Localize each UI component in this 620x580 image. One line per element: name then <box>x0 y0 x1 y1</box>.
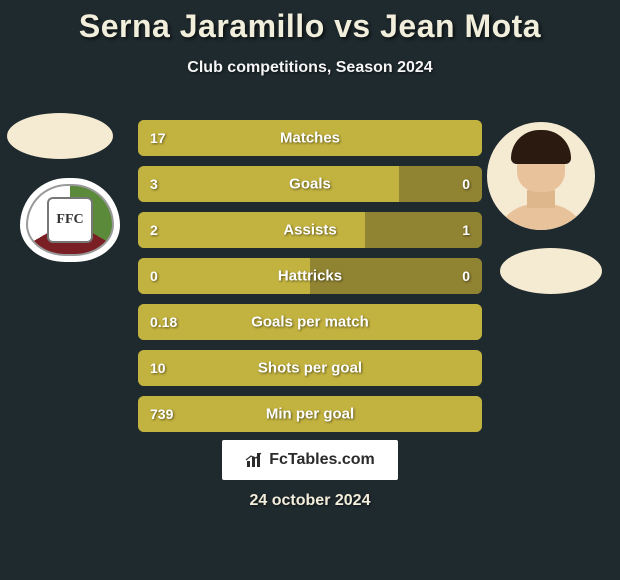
stat-label: Assists <box>283 222 336 239</box>
stat-value-left: 3 <box>150 176 158 192</box>
stat-value-left: 0.18 <box>150 314 177 330</box>
stat-value-left: 17 <box>150 130 166 146</box>
source-logo: FcTables.com <box>222 440 398 480</box>
stat-row: 0.18 Goals per match <box>138 304 482 340</box>
stat-row: 3 0 Goals <box>138 166 482 202</box>
stat-value-right: 1 <box>462 222 470 238</box>
subtitle: Club competitions, Season 2024 <box>0 59 620 77</box>
stat-bar-left <box>138 166 399 202</box>
stat-row: 0 0 Hattricks <box>138 258 482 294</box>
stat-value-left: 739 <box>150 406 173 422</box>
stat-row: 2 1 Assists <box>138 212 482 248</box>
stat-value-left: 10 <box>150 360 166 376</box>
stat-label: Min per goal <box>266 406 354 423</box>
stat-label: Goals <box>289 176 331 193</box>
stat-label: Matches <box>280 130 340 147</box>
stat-value-left: 0 <box>150 268 158 284</box>
stat-row: 739 Min per goal <box>138 396 482 432</box>
page-title: Serna Jaramillo vs Jean Mota <box>0 0 620 45</box>
stat-bars: 17 Matches 3 0 Goals 2 1 Assists 0 0 Hattricks 0.18… <box>0 120 620 442</box>
stat-label: Goals per match <box>251 314 369 331</box>
stat-row: 17 Matches <box>138 120 482 156</box>
stat-label: Shots per goal <box>258 360 362 377</box>
source-logo-text: FcTables.com <box>269 451 375 469</box>
stat-row: 10 Shots per goal <box>138 350 482 386</box>
footer-date: 24 october 2024 <box>0 492 620 510</box>
bar-chart-icon <box>245 451 263 469</box>
stat-value-right: 0 <box>462 176 470 192</box>
comparison-card: Serna Jaramillo vs Jean Mota Club compet… <box>0 0 620 580</box>
stat-value-left: 2 <box>150 222 158 238</box>
stat-value-right: 0 <box>462 268 470 284</box>
stat-label: Hattricks <box>278 268 342 285</box>
